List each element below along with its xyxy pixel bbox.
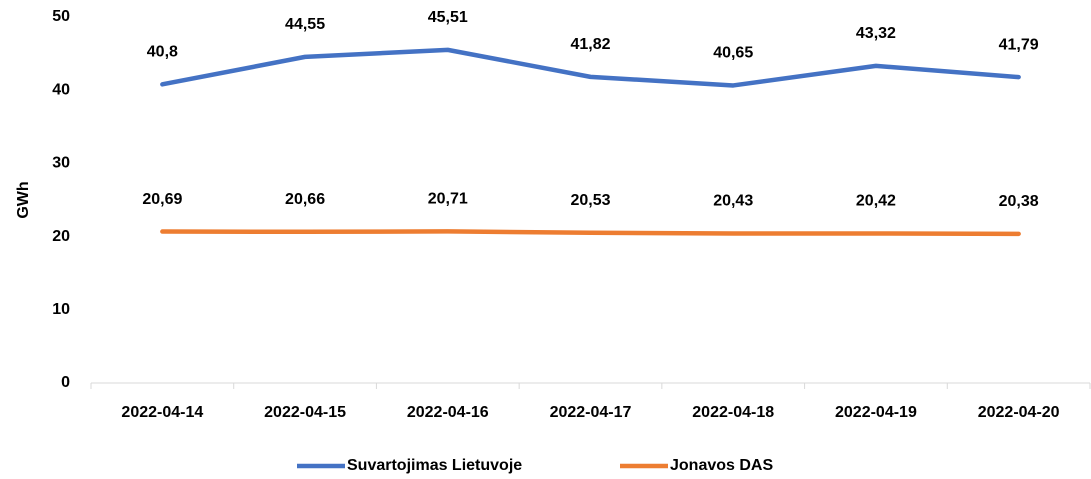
x-tick-label: 2022-04-15	[264, 404, 346, 421]
series-line	[160, 229, 1021, 237]
x-tick-label: 2022-04-17	[550, 404, 632, 421]
data-label: 41,82	[570, 36, 610, 53]
series-line	[160, 47, 1021, 88]
y-tick-label: 0	[61, 374, 70, 391]
data-label: 41,79	[999, 36, 1039, 53]
data-label: 20,42	[856, 193, 896, 210]
data-label: 44,55	[285, 16, 325, 33]
data-label: 20,43	[713, 193, 753, 210]
legend-label: Jonavos DAS	[670, 457, 773, 474]
x-tick-label: 2022-04-14	[121, 404, 203, 421]
y-tick-label: 30	[52, 155, 70, 172]
y-axis-label: GWh	[15, 181, 32, 218]
data-label: 20,69	[142, 191, 182, 208]
data-label: 45,51	[428, 9, 468, 26]
y-tick-label: 50	[52, 8, 70, 25]
x-tick-label: 2022-04-18	[692, 404, 774, 421]
y-tick-label: 40	[52, 81, 70, 98]
legend-label: Suvartojimas Lietuvoje	[347, 457, 522, 474]
x-tick-label: 2022-04-20	[978, 404, 1060, 421]
data-label: 20,38	[999, 193, 1039, 210]
data-label: 20,66	[285, 191, 325, 208]
y-tick-label: 20	[52, 228, 70, 245]
data-label: 20,53	[570, 192, 610, 209]
data-label: 40,65	[713, 45, 753, 62]
x-tick-label: 2022-04-19	[835, 404, 917, 421]
y-tick-label: 10	[52, 301, 70, 318]
x-tick-label: 2022-04-16	[407, 404, 489, 421]
data-label: 43,32	[856, 25, 896, 42]
data-label: 40,8	[147, 44, 178, 61]
data-label: 20,71	[428, 191, 468, 208]
